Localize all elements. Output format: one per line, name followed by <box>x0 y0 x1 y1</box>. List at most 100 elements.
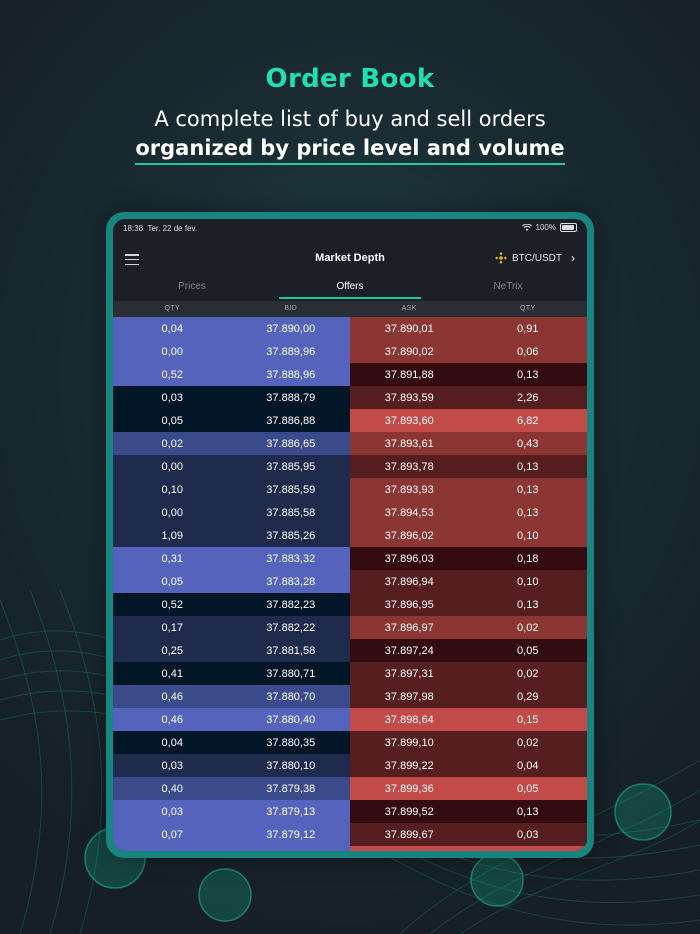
column-header-bid-qty: QTY <box>164 305 181 312</box>
ask-qty-cell: 0,02 <box>517 667 539 680</box>
ask-qty-cell: 0,05 <box>517 644 539 657</box>
ask-qty-cell: 0,13 <box>517 483 539 496</box>
bid-qty-cell: 0,00 <box>161 345 183 358</box>
bid-price-cell: 37.888,96 <box>266 368 316 381</box>
bid-qty-cell: 0,46 <box>161 713 183 726</box>
chevron-right-icon: › <box>571 251 575 265</box>
ask-side: 37.893,78 0,13 <box>350 455 587 478</box>
ask-price-cell: 37.896,94 <box>384 575 434 588</box>
bid-side: 0,02 37.886,65 <box>113 432 350 455</box>
bid-side: 0,04 37.880,35 <box>113 731 350 754</box>
order-book-row: 0,41 37.880,71 37.897,31 0,02 <box>113 662 587 685</box>
order-book-row: 0,52 37.888,96 37.891,88 0,13 <box>113 363 587 386</box>
bid-side: 0,17 37.882,22 <box>113 616 350 639</box>
ask-side: 37.899,67 0,03 <box>350 823 587 846</box>
bid-price-cell: 37.879,38 <box>266 782 316 795</box>
ask-price-cell: 37.896,95 <box>384 598 434 611</box>
ask-side: 37.900,001,71 <box>350 846 587 851</box>
column-header-ask: ASK <box>401 305 417 312</box>
ask-side: 37.897,24 0,05 <box>350 639 587 662</box>
ask-price-cell: 37.897,98 <box>384 690 434 703</box>
bid-qty-cell: 0,04 <box>161 736 183 749</box>
ask-side: 37.896,03 0,18 <box>350 547 587 570</box>
bid-qty-cell: 0,00 <box>161 460 183 473</box>
bid-price-cell: 37.880,71 <box>266 667 316 680</box>
bid-side: 0,52 37.888,96 <box>113 363 350 386</box>
bid-qty-cell: 0,05 <box>161 575 183 588</box>
ask-price-cell: 37.893,60 <box>384 414 434 427</box>
ask-qty-cell: 0,13 <box>517 368 539 381</box>
bid-side: 0,25 37.881,58 <box>113 639 350 662</box>
bid-qty-cell: 0,17 <box>161 621 183 634</box>
bid-side: 0,05 37.883,28 <box>113 570 350 593</box>
order-book-row: 0,05 37.883,28 37.896,94 0,10 <box>113 570 587 593</box>
ask-qty-cell: 0,03 <box>517 828 539 841</box>
order-book-row: 0,03 37.888,79 37.893,59 2,26 <box>113 386 587 409</box>
ask-qty-cell: 6,82 <box>517 414 539 427</box>
bid-side: 0,04 37.890,00 <box>113 317 350 340</box>
order-book-row: 0,52 37.882,23 37.896,95 0,13 <box>113 593 587 616</box>
ask-qty-cell: 0,02 <box>517 736 539 749</box>
order-book-row: 0,46 37.880,70 37.897,98 0,29 <box>113 685 587 708</box>
ask-qty-cell: 0,06 <box>517 345 539 358</box>
order-book-table[interactable]: 0,04 37.890,00 37.890,01 0,91 0,00 37.889,96 3… <box>113 317 587 851</box>
ask-side: 37.893,93 0,13 <box>350 478 587 501</box>
ask-side: 37.899,10 0,02 <box>350 731 587 754</box>
bid-price-cell: 37.880,35 <box>266 736 316 749</box>
nav-bar: Market Depth BTC/USDT › <box>113 241 587 277</box>
bid-side: 0,31 37.883,32 <box>113 547 350 570</box>
pair-label: BTC/USDT <box>512 252 562 264</box>
ask-price-cell: 37.898,64 <box>384 713 434 726</box>
tablet-frame: 18:38 Ter. 22 de fev. 100% Market Depth <box>106 212 594 858</box>
order-book-row: 0,31 37.883,32 37.896,03 0,18 <box>113 547 587 570</box>
bid-price-cell: 37.885,26 <box>266 529 316 542</box>
bid-qty-cell: 0,02 <box>161 437 183 450</box>
bid-price-cell: 37.880,70 <box>266 690 316 703</box>
binance-icon <box>495 252 507 264</box>
ask-price-cell: 37.899,52 <box>384 805 434 818</box>
ask-price-cell: 37.890,02 <box>384 345 434 358</box>
order-book-row: 0,04 37.890,00 37.890,01 0,91 <box>113 317 587 340</box>
ask-qty-cell: 0,13 <box>517 460 539 473</box>
ask-price-cell: 37.893,78 <box>384 460 434 473</box>
tab-offers[interactable]: Offers <box>271 279 429 299</box>
order-book-row: 0,00 37.885,95 37.893,78 0,13 <box>113 455 587 478</box>
battery-percent: 100% <box>535 223 556 232</box>
coin-decoration <box>198 868 252 922</box>
tab-netrix[interactable]: NeTrix <box>493 281 523 292</box>
bid-qty-cell: 0,31 <box>161 552 183 565</box>
ask-price-cell: 37.893,59 <box>384 391 434 404</box>
column-header-ask-qty: QTY <box>519 305 536 312</box>
bid-qty-cell: 0,40 <box>161 782 183 795</box>
ask-price-cell: 37.896,03 <box>384 552 434 565</box>
bid-qty-cell: 0,52 <box>161 598 183 611</box>
tab-prices[interactable]: Prices <box>178 281 206 292</box>
bid-qty-cell: 0,10 <box>161 483 183 496</box>
ask-qty-cell: 0,91 <box>517 322 539 335</box>
ask-price-cell: 37.893,61 <box>384 437 434 450</box>
ask-qty-cell: 0,04 <box>517 759 539 772</box>
menu-icon[interactable] <box>125 254 139 265</box>
bid-side: 0,00 37.889,96 <box>113 340 350 363</box>
bid-price-cell: 37.890,00 <box>266 322 316 335</box>
order-book-row: 0,04 37.880,35 37.899,10 0,02 <box>113 731 587 754</box>
ask-price-cell: 37.899,67 <box>384 828 434 841</box>
pair-selector[interactable]: BTC/USDT › <box>495 251 575 265</box>
coin-decoration <box>614 783 672 841</box>
ask-qty-cell: 0,43 <box>517 437 539 450</box>
wifi-icon <box>521 223 532 231</box>
promo-subtitle: A complete list of buy and sell orders <box>154 107 546 131</box>
bid-qty-cell: 0,03 <box>161 805 183 818</box>
bid-price-cell: 37.882,23 <box>266 598 316 611</box>
ask-qty-cell: 0,05 <box>517 782 539 795</box>
ask-side: 37.899,52 0,13 <box>350 800 587 823</box>
ask-side: 37.896,95 0,13 <box>350 593 587 616</box>
bid-qty-cell: 0,03 <box>161 391 183 404</box>
ask-qty-cell: 0,13 <box>517 506 539 519</box>
bid-price-cell: 37.888,79 <box>266 391 316 404</box>
order-book-row: 0,10 37.885,59 37.893,93 0,13 <box>113 478 587 501</box>
ask-side: 37.893,59 2,26 <box>350 386 587 409</box>
order-book-row: 0,25 37.881,58 37.897,24 0,05 <box>113 639 587 662</box>
ask-price-cell: 37.891,88 <box>384 368 434 381</box>
